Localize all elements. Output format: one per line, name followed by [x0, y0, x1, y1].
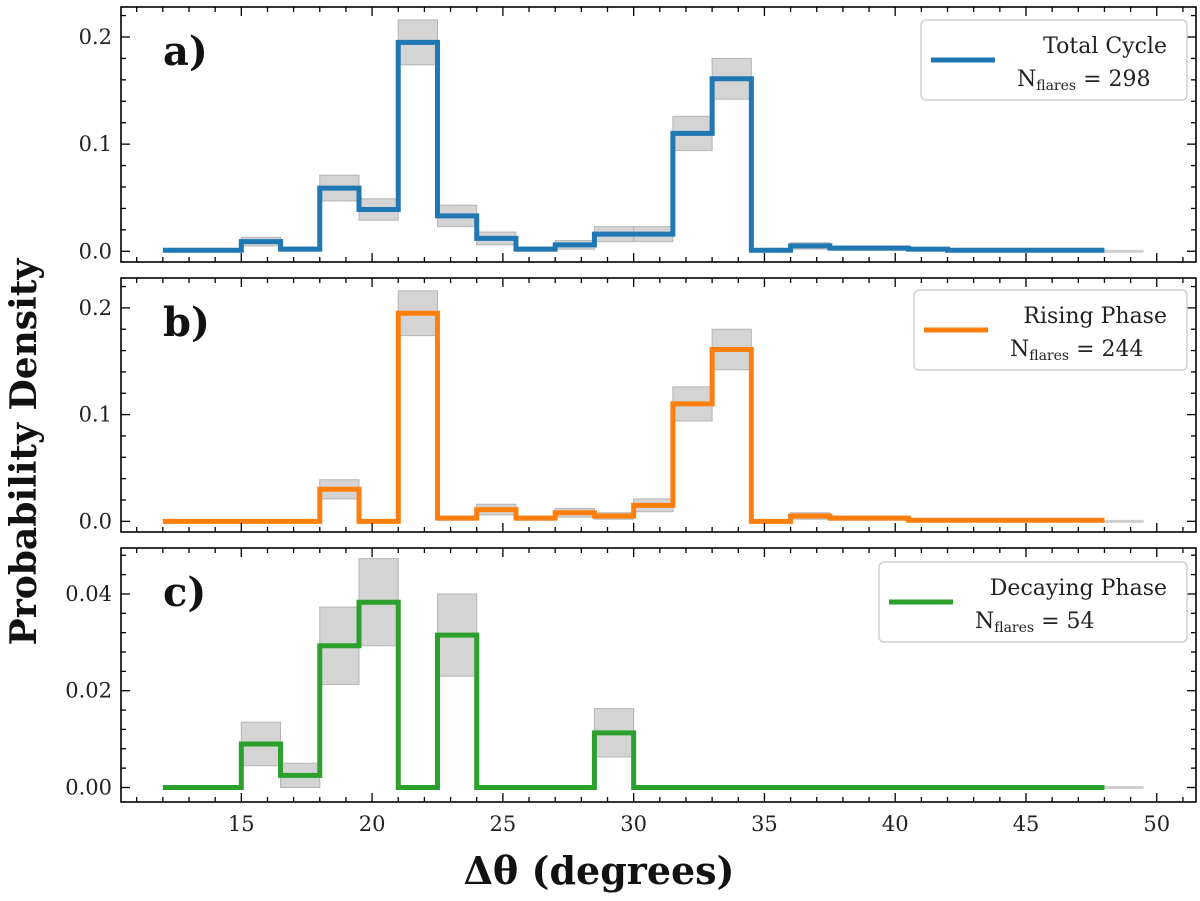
legend-count-value: = 298: [1076, 67, 1150, 92]
legend-count-symbol: N: [1017, 67, 1036, 92]
y-axis-label: Probability Density: [3, 258, 45, 646]
legend-box: [913, 289, 1188, 371]
legend: Decaying Phase Nflares = 54: [878, 561, 1188, 643]
histogram-step-line: [162, 39, 1105, 253]
x-tick-label: 20: [359, 812, 386, 836]
legend-count: Nflares = 244: [1010, 337, 1144, 364]
y-tick-label: 0.04: [65, 582, 112, 606]
x-tick-label: 45: [1013, 812, 1040, 836]
panel-label: c): [163, 569, 206, 616]
y-tick-label: 0.1: [79, 403, 112, 427]
legend-box: [920, 19, 1188, 101]
legend-box: [878, 561, 1188, 643]
panel-label: a): [163, 28, 208, 75]
legend-count-subscript: flares: [994, 620, 1034, 636]
y-tick-label: 0.00: [65, 775, 112, 799]
y-tick-label: 0.1: [79, 132, 112, 156]
x-tick-label: 40: [882, 812, 909, 836]
legend-count-value: = 244: [1069, 337, 1143, 362]
x-tick-label: 50: [1143, 812, 1170, 836]
legend-count: Nflares = 54: [975, 609, 1095, 636]
y-tick-label: 0.02: [65, 679, 112, 703]
x-axis-label: Δθ (degrees): [463, 848, 734, 893]
legend: Total Cycle Nflares = 298: [920, 19, 1188, 101]
legend-count-subscript: flares: [1036, 78, 1076, 94]
legend-count-value: = 54: [1034, 609, 1094, 634]
y-tick-label: 0.0: [79, 509, 112, 533]
legend: Rising Phase Nflares = 244: [913, 289, 1188, 371]
panel-b: 0.0 0.1 0.2 b) Rising Phase Nflares = 244: [79, 277, 1197, 533]
y-tick-label: 0.0: [79, 239, 112, 263]
legend-label: Decaying Phase: [990, 576, 1167, 601]
y-tick-label: 0.2: [79, 25, 112, 49]
panel-a: 0.0 0.1 0.2 a) Total Cycle Nflares = 298: [79, 6, 1197, 263]
legend-count-symbol: N: [975, 609, 994, 634]
y-tick-label: 0.2: [79, 296, 112, 320]
legend-count: Nflares = 298: [1017, 67, 1151, 94]
x-tick-label: 30: [620, 812, 647, 836]
plot-frame: [120, 6, 1197, 263]
x-tick-label: 25: [490, 812, 517, 836]
histogram-step-line: [162, 599, 1105, 790]
panel-label: b): [163, 299, 210, 346]
legend-count-subscript: flares: [1029, 348, 1069, 364]
legend-count-symbol: N: [1010, 337, 1029, 362]
x-tick-label: 35: [751, 812, 778, 836]
plot-frame: [120, 547, 1197, 803]
x-tick-label: 15: [228, 812, 255, 836]
panel-c: 0.00 0.02 0.04 c) Decaying Phase Nflares = 54: [65, 547, 1197, 803]
legend-label: Total Cycle: [1043, 34, 1167, 59]
legend-label: Rising Phase: [1023, 304, 1167, 329]
histogram-step-line: [162, 310, 1105, 524]
plot-frame: [120, 277, 1197, 533]
